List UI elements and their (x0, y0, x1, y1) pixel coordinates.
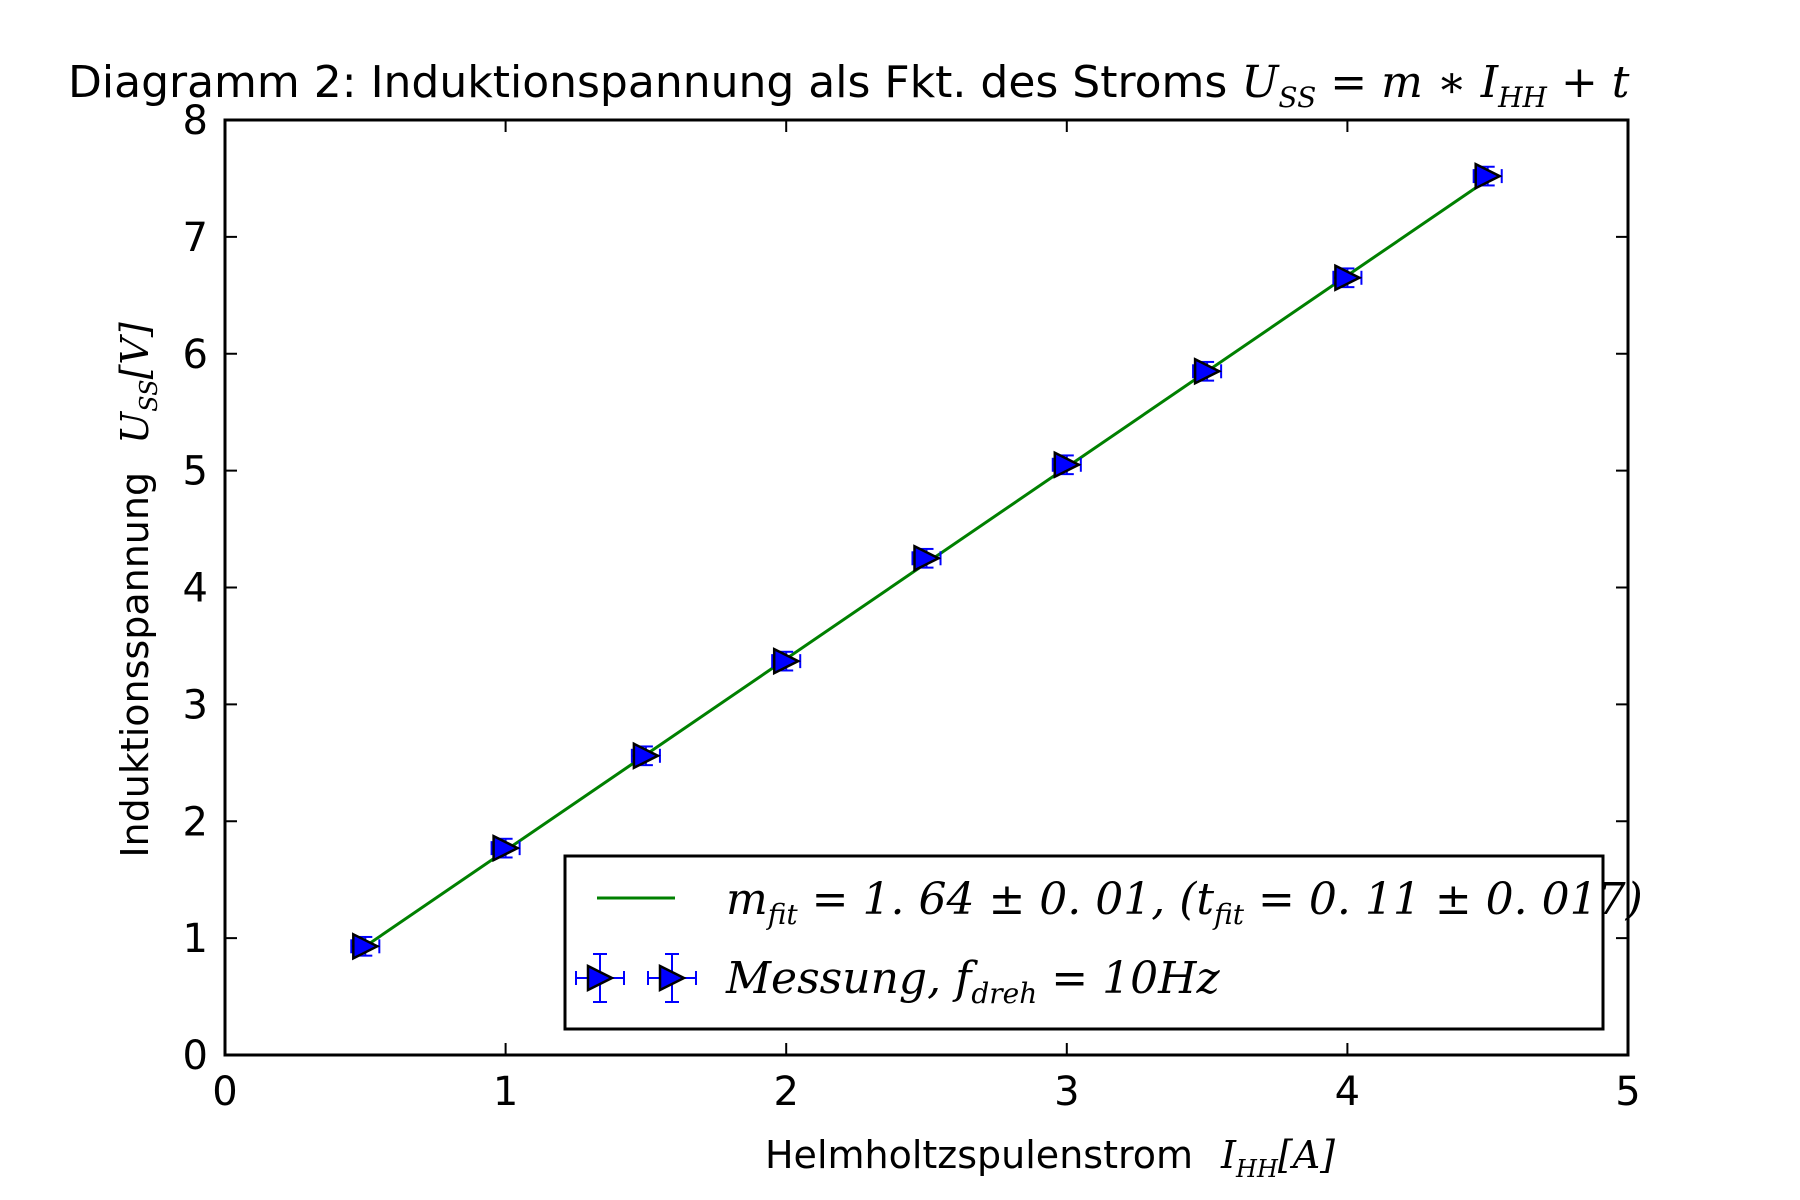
axis-ticks (224, 119, 1629, 1056)
data-point (1192, 357, 1223, 386)
triangle-right-marker (1193, 357, 1222, 386)
x-tick-label: 1 (493, 1069, 518, 1115)
triangle-right-marker (1053, 450, 1082, 479)
y-tick-label: 6 (183, 332, 208, 378)
x-tick-label: 5 (1615, 1069, 1640, 1115)
triangle-right-marker (1474, 162, 1503, 191)
x-tick-label: 0 (212, 1069, 237, 1115)
data-point (1472, 162, 1503, 191)
data-point (350, 932, 381, 961)
data-point (630, 741, 661, 770)
y-axis-label-text: Induktionsspannung (113, 472, 157, 858)
y-tick-label: 3 (183, 682, 208, 728)
legend-measurement-label: Messung, fdreh = 10Hz (725, 953, 1220, 1010)
legend-marker (647, 953, 697, 1003)
legend-box (563, 854, 1605, 1031)
y-tick-label: 2 (183, 799, 208, 845)
y-tick-label: 4 (183, 566, 208, 612)
legend: mfit = 1. 64 ± 0. 01, (tfit = 0. 11 ± 0.… (563, 854, 1643, 1031)
y-tick-label: 1 (183, 916, 208, 962)
legend-fit-label: mfit = 1. 64 ± 0. 01, (tfit = 0. 11 ± 0.… (726, 874, 1643, 931)
y-axis-label: InduktionsspannungUSS[V] (113, 322, 163, 858)
triangle-right-marker (352, 932, 381, 961)
y-tick-label: 5 (183, 449, 208, 495)
triangle-right-marker (913, 544, 942, 573)
chart-title-text: Diagramm 2: Induktionspannung als Fkt. d… (68, 57, 1227, 108)
x-tick-label: 4 (1335, 1069, 1360, 1115)
data-point (771, 647, 802, 676)
legend-measurement-swatch (575, 953, 697, 1003)
data-point (1332, 263, 1363, 292)
triangle-right-marker (658, 963, 687, 993)
triangle-right-marker (492, 834, 521, 863)
x-axis-label: Helmholtzspulenstrom IHH[A] (765, 1133, 1335, 1183)
y-tick-label: 0 (183, 1033, 208, 1079)
x-tick-label: 3 (1054, 1069, 1079, 1115)
data-point (911, 544, 942, 573)
triangle-right-marker (632, 741, 661, 770)
data-point (490, 834, 521, 863)
data-point (1051, 450, 1082, 479)
y-tick-label: 7 (183, 215, 208, 261)
triangle-right-marker (772, 647, 801, 676)
legend-marker (575, 953, 625, 1003)
measurement-layer (350, 162, 1503, 961)
triangle-right-marker (586, 963, 615, 993)
x-tick-label: 2 (773, 1069, 798, 1115)
x-axis-label-text: Helmholtzspulenstrom (765, 1133, 1193, 1177)
axis-tick-labels: 0 1 2 3 4 5 0 1 2 3 4 5 6 7 8 (183, 98, 1641, 1115)
chart-title: Diagramm 2: Induktionspannung als Fkt. d… (68, 57, 1630, 114)
y-tick-label: 8 (183, 98, 208, 144)
triangle-right-marker (1334, 263, 1363, 292)
